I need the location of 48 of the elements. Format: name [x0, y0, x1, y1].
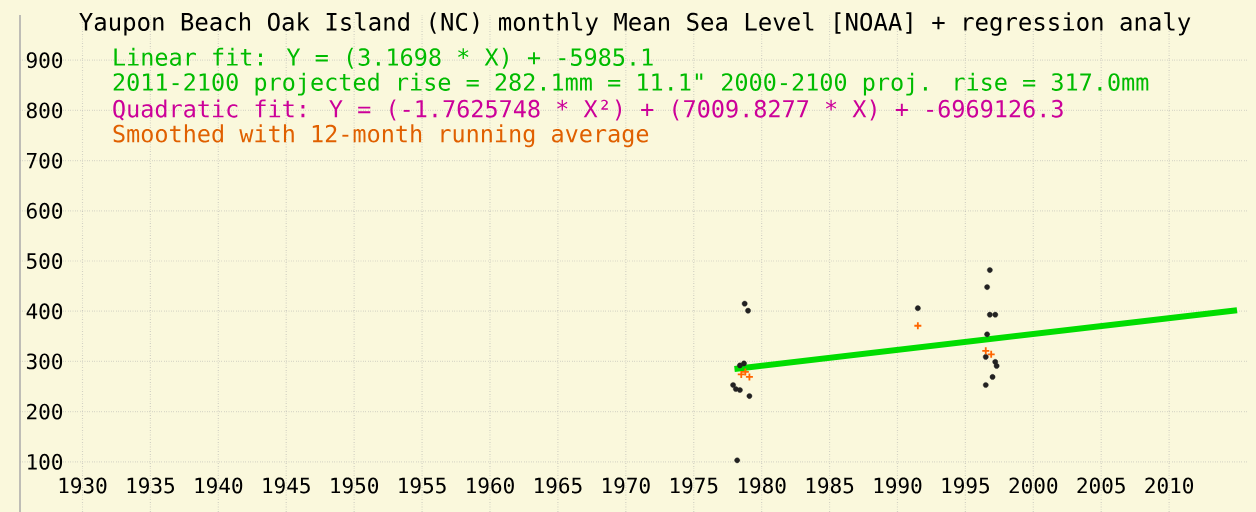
annotation: 2011-2100 projected rise = 282.1mm = 11.1" 2000-2100 proj. rise = 317.0mm — [113, 72, 1149, 96]
y-tick-label: 300 — [26, 353, 63, 370]
x-tick-label: 2005 — [1077, 477, 1125, 494]
y-tick-label: 500 — [26, 253, 63, 269]
point — [984, 331, 990, 338]
x-tick-label: 2010 — [1145, 477, 1194, 494]
x-tick-label: 1950 — [331, 477, 379, 494]
point — [992, 311, 999, 318]
point — [984, 284, 990, 290]
x-tick-label: 1980 — [738, 477, 786, 494]
point — [987, 267, 993, 273]
x-tick-label: 1970 — [603, 477, 650, 494]
x-tick-label: 1955 — [399, 477, 446, 494]
x-tick-label: 1985 — [806, 477, 854, 494]
x-tick-label: 1960 — [467, 477, 514, 494]
point — [737, 387, 743, 393]
point — [741, 360, 747, 367]
y-tick-label: 200 — [27, 403, 63, 420]
point — [746, 393, 753, 399]
y-tick-label: 600 — [26, 202, 63, 219]
point — [989, 374, 996, 380]
point — [993, 363, 1000, 369]
point — [734, 457, 740, 464]
x-tick-label: 1945 — [263, 477, 310, 494]
point — [915, 305, 921, 311]
x-tick-label: 1975 — [670, 477, 718, 494]
x-tick-label: 2000 — [1009, 477, 1058, 494]
point — [987, 311, 993, 318]
point — [913, 321, 923, 331]
y-tick-label: 700 — [26, 152, 63, 169]
chart-title: Yaupon Beach Oak Island (NC) monthly Mean Sea Level [NOAA] + regression analy — [79, 12, 1191, 36]
point — [741, 300, 748, 307]
x-tick-label: 1940 — [195, 477, 243, 494]
x-tick-label: 1990 — [874, 477, 922, 494]
point — [982, 354, 989, 360]
y-tick-label: 100 — [28, 453, 63, 470]
point — [982, 382, 989, 388]
annotation: Quadratic fit: Y = (-1.7625748 * X²) + (7009.8277 * X) + -6969126.3 — [113, 99, 1063, 121]
annotation: Linear fit: Y = (3.1698 * X) + -5985.1 — [114, 47, 653, 69]
annotation: Smoothed with 12-month running average — [113, 124, 649, 148]
y-tick-label: 400 — [26, 303, 63, 320]
x-tick-label: 1930 — [59, 477, 107, 494]
y-tick-label: 800 — [26, 102, 63, 119]
y-tick-label: 900 — [26, 52, 63, 69]
point — [745, 307, 751, 314]
x-tick-label: 1995 — [942, 477, 989, 494]
x-tick-label: 1935 — [127, 477, 174, 494]
x-tick-label: 1965 — [535, 477, 582, 494]
